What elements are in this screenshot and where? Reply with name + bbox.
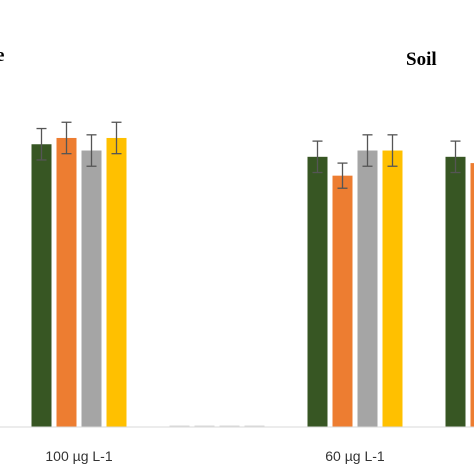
error-bar: [387, 134, 398, 167]
error-bar: [36, 127, 47, 161]
bar: [31, 144, 52, 427]
bar: [332, 175, 353, 427]
error-bar: [86, 134, 97, 167]
x-tick-label: 100 µg L-1: [45, 448, 112, 464]
bar: [445, 156, 466, 428]
bar: [357, 150, 378, 428]
bar: [56, 137, 77, 427]
error-bar: [61, 121, 72, 155]
panel-title-right: Soil: [406, 49, 437, 70]
error-bar: [111, 121, 122, 155]
error-bar: [312, 140, 323, 174]
x-axis-labels: 100 µg L-160 µg L-1100: [45, 448, 385, 464]
bar: [382, 150, 403, 428]
x-tick-label: 60 µg L-1: [325, 448, 385, 464]
bar: [307, 156, 328, 428]
panel-title-left: e: [0, 45, 4, 66]
chart-marks: [31, 121, 474, 428]
bar: [81, 150, 102, 428]
error-bar: [362, 134, 373, 167]
error-bar: [450, 140, 461, 174]
error-bar: [337, 162, 348, 189]
bar: [106, 137, 127, 427]
bar: [470, 163, 474, 427]
